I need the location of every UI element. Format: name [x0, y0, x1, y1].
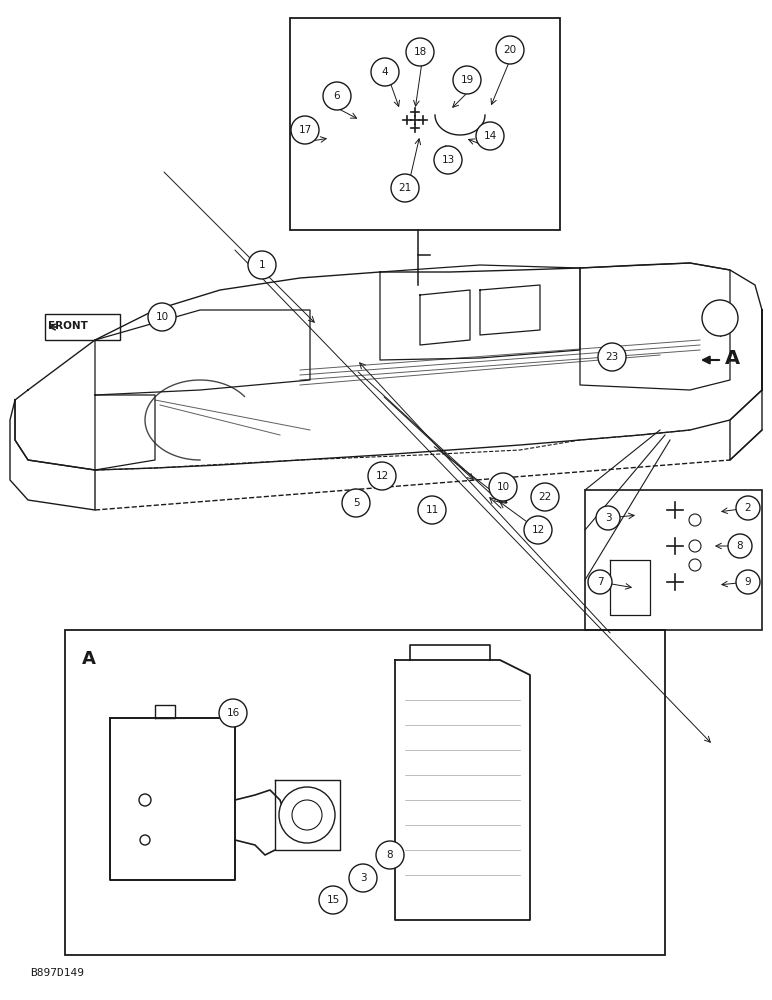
- Text: 3: 3: [360, 873, 366, 883]
- Bar: [65, 630, 665, 955]
- Circle shape: [453, 66, 481, 94]
- Text: 1: 1: [259, 260, 266, 270]
- Circle shape: [496, 36, 524, 64]
- Circle shape: [371, 58, 399, 86]
- Circle shape: [728, 534, 752, 558]
- Text: FRONT: FRONT: [48, 321, 88, 331]
- Text: 4: 4: [381, 67, 388, 77]
- Circle shape: [291, 116, 319, 144]
- Text: 16: 16: [226, 708, 239, 718]
- Circle shape: [596, 506, 620, 530]
- Text: 21: 21: [398, 183, 411, 193]
- Circle shape: [531, 483, 559, 511]
- Circle shape: [140, 835, 150, 845]
- Circle shape: [406, 38, 434, 66]
- Circle shape: [476, 122, 504, 150]
- Bar: [585, 490, 762, 630]
- Text: 8: 8: [736, 541, 743, 551]
- Text: B897D149: B897D149: [30, 968, 84, 978]
- Circle shape: [219, 699, 247, 727]
- Text: 9: 9: [745, 577, 751, 587]
- Text: 18: 18: [413, 47, 427, 57]
- Text: 10: 10: [496, 482, 510, 492]
- Circle shape: [148, 303, 176, 331]
- Text: 14: 14: [483, 131, 496, 141]
- Circle shape: [139, 794, 151, 806]
- Circle shape: [588, 570, 612, 594]
- Circle shape: [279, 787, 335, 843]
- Text: 17: 17: [298, 125, 312, 135]
- Circle shape: [323, 82, 351, 110]
- Text: 22: 22: [538, 492, 552, 502]
- Text: A: A: [82, 650, 96, 668]
- Circle shape: [736, 570, 760, 594]
- Text: 23: 23: [605, 352, 618, 362]
- Circle shape: [349, 864, 377, 892]
- Text: 2: 2: [745, 503, 751, 513]
- Text: 3: 3: [604, 513, 611, 523]
- Circle shape: [292, 800, 322, 830]
- Bar: [45, 314, 120, 340]
- Circle shape: [418, 496, 446, 524]
- Text: 8: 8: [387, 850, 393, 860]
- Text: 19: 19: [460, 75, 474, 85]
- Text: 5: 5: [353, 498, 359, 508]
- Bar: [290, 18, 560, 230]
- Circle shape: [689, 559, 701, 571]
- Text: 6: 6: [334, 91, 340, 101]
- Circle shape: [689, 514, 701, 526]
- Text: 11: 11: [425, 505, 438, 515]
- Circle shape: [342, 489, 370, 517]
- Text: 7: 7: [597, 577, 603, 587]
- Circle shape: [702, 300, 738, 336]
- Circle shape: [368, 462, 396, 490]
- Text: 12: 12: [375, 471, 388, 481]
- Circle shape: [376, 841, 404, 869]
- Text: 12: 12: [531, 525, 544, 535]
- Circle shape: [248, 251, 276, 279]
- Circle shape: [524, 516, 552, 544]
- Circle shape: [489, 473, 517, 501]
- Circle shape: [434, 146, 462, 174]
- Text: 20: 20: [503, 45, 516, 55]
- Circle shape: [736, 496, 760, 520]
- Circle shape: [391, 174, 419, 202]
- Text: 15: 15: [327, 895, 340, 905]
- Circle shape: [598, 343, 626, 371]
- Text: A: A: [725, 349, 740, 367]
- Circle shape: [689, 540, 701, 552]
- Text: 10: 10: [155, 312, 168, 322]
- Circle shape: [319, 886, 347, 914]
- Text: 13: 13: [442, 155, 455, 165]
